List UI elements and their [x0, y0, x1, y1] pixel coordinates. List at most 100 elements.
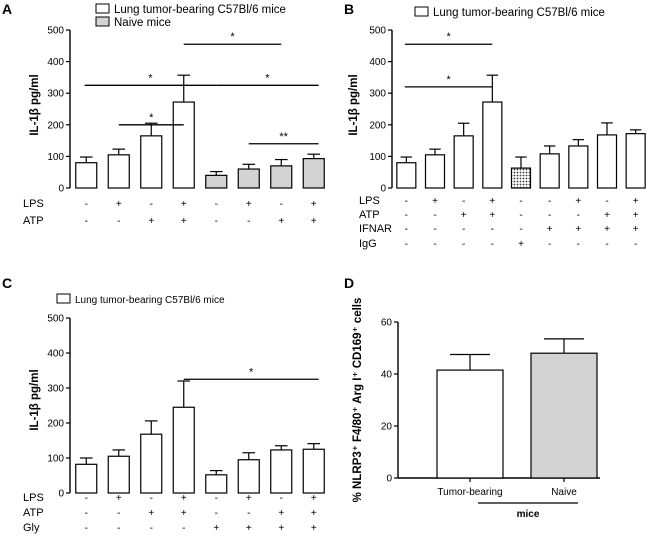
- panel-c-y-tick-label: 300: [47, 384, 64, 395]
- panel-b-row-label: LPS: [359, 195, 380, 207]
- panel-c-row-label: LPS: [23, 492, 44, 504]
- panel-a-condition-cell: -: [247, 216, 250, 227]
- panel-a-chart: A IL-1β pg/ml 0 100 200 300 400 500 Lung tumor…: [2, 1, 325, 227]
- panel-c-row-label: Gly: [23, 522, 40, 534]
- panel-c-condition-cell: +: [278, 523, 284, 534]
- panel-c-y-axis-label: IL-1β pg/ml: [29, 369, 41, 430]
- panel-c-condition-cell: -: [215, 493, 218, 504]
- panel-a-condition-cell: -: [280, 199, 283, 210]
- panel-a-y-tick-label: 200: [47, 120, 64, 131]
- panel-b-condition-cell: -: [433, 239, 436, 250]
- panel-d-y-tick-label: 0: [386, 474, 392, 485]
- panel-b-bar: [482, 101, 503, 189]
- panel-a-condition-cell: -: [85, 216, 88, 227]
- panel-d-y-tick-label: 40: [381, 370, 393, 381]
- panel-b-y-tick-label: 300: [369, 89, 386, 100]
- panel-c-bar: [75, 463, 98, 494]
- panel-b-label: B: [344, 1, 354, 17]
- panel-a-bar: [237, 168, 260, 189]
- panel-b-condition-cell: -: [577, 239, 580, 250]
- panel-b-significance-marker: *: [446, 74, 451, 86]
- panel-b-condition-cell: -: [605, 239, 608, 250]
- panel-a-condition-cell: -: [117, 216, 120, 227]
- panel-b-condition-cell: -: [491, 239, 494, 250]
- panel-d-label: D: [344, 275, 354, 291]
- panel-c-bar: [237, 459, 260, 494]
- panel-b-condition-cell: -: [462, 239, 465, 250]
- panel-a-significance-marker: **: [279, 131, 288, 143]
- panel-b-condition-cell: -: [405, 224, 408, 235]
- panel-b-condition-cell: +: [633, 210, 639, 221]
- panel-b-bar: [453, 135, 474, 189]
- panel-a-condition-cell: +: [246, 199, 252, 210]
- panel-b-bar: [510, 167, 532, 189]
- panel-b-significance-marker: *: [446, 31, 451, 43]
- panel-b-condition-cell: -: [577, 210, 580, 221]
- panel-c-condition-cell: -: [85, 508, 88, 519]
- panel-a-y-tick-label: 300: [47, 89, 64, 100]
- panel-d-bar: [436, 369, 504, 479]
- panel-c-bar: [205, 474, 228, 494]
- panel-b-condition-cell: +: [604, 210, 610, 221]
- panel-b-condition-cell: +: [575, 224, 581, 235]
- panel-c-condition-cell: +: [246, 523, 252, 534]
- panel-c-condition-cell: +: [213, 523, 219, 534]
- panel-a-row-label: LPS: [23, 198, 44, 210]
- panel-a-legend-swatch: [95, 16, 110, 27]
- panel-b-condition-cell: -: [634, 239, 637, 250]
- panel-c-y-tick-label: 500: [47, 314, 64, 325]
- panel-c-bar: [172, 406, 195, 494]
- panel-a-y-tick-label: 400: [47, 57, 64, 68]
- panel-d-x-tick-label: Naive: [551, 487, 577, 498]
- panel-b-y-tick-label: 100: [369, 152, 386, 163]
- panel-c-y-tick-label: 0: [58, 489, 64, 500]
- panel-b-condition-cell: -: [462, 196, 465, 207]
- panel-a-bar: [107, 154, 130, 189]
- panel-c-legend-label: Lung tumor-bearing C57Bl/6 mice: [75, 295, 225, 306]
- panel-a-condition-cell: +: [116, 199, 122, 210]
- panel-c-condition-cell: -: [215, 508, 218, 519]
- panel-a-condition-cell: +: [181, 199, 187, 210]
- panel-b-legend-label: Lung tumor-bearing C57Bl/6 mice: [433, 7, 605, 19]
- panel-b-legend-swatch: [414, 6, 429, 17]
- panel-a-y-tick-label: 500: [47, 26, 64, 37]
- panel-b-condition-cell: +: [489, 196, 495, 207]
- panel-c-y-tick-label: 400: [47, 349, 64, 360]
- panel-a-bar: [205, 174, 228, 189]
- panel-b-condition-cell: -: [433, 210, 436, 221]
- panel-a-bar: [140, 135, 163, 189]
- panel-c-condition-cell: +: [311, 508, 317, 519]
- panel-b-condition-cell: +: [518, 239, 524, 250]
- panel-b-condition-cell: +: [489, 210, 495, 221]
- panel-c-condition-cell: -: [247, 508, 250, 519]
- panel-b-row-label: IFNAR: [359, 223, 392, 235]
- panel-b-condition-cell: -: [548, 239, 551, 250]
- panel-c-condition-cell: +: [148, 508, 154, 519]
- panel-c-bar: [140, 433, 163, 494]
- panel-c-y-tick-label: 200: [47, 419, 64, 430]
- panel-b-condition-cell: -: [548, 196, 551, 207]
- panel-a-condition-cell: +: [148, 216, 154, 227]
- panel-b-y-axis-label: IL-1β pg/ml: [348, 74, 360, 135]
- panel-d-chart: D % NLRP3⁺ F4/80⁺ Arg I⁺ CD169⁺ cells 0 2…: [344, 275, 600, 520]
- panel-b-condition-cell: -: [405, 210, 408, 221]
- panel-a-bar: [302, 158, 325, 189]
- panel-a-condition-cell: -: [215, 199, 218, 210]
- panel-c-legend-swatch: [56, 293, 71, 304]
- panel-b-condition-cell: -: [548, 210, 551, 221]
- panel-b-condition-cell: +: [547, 224, 553, 235]
- panel-b-row-label: ATP: [359, 209, 380, 221]
- panel-b-condition-cell: -: [519, 224, 522, 235]
- panel-d-x-axis-label: mice: [517, 509, 540, 520]
- panel-c-condition-cell: +: [311, 493, 317, 504]
- panel-a-label: A: [2, 1, 12, 17]
- panel-a-significance-marker: *: [148, 72, 153, 84]
- panel-b-bar: [568, 145, 589, 189]
- panel-b-condition-cell: +: [604, 224, 610, 235]
- panel-b-chart: B IL-1β pg/ml 0 100 200 300 400 500 Lung tumor…: [344, 1, 646, 250]
- panel-a-y-tick-label: 0: [58, 184, 64, 195]
- panel-b-bar: [539, 153, 560, 189]
- panel-b-y-tick-label: 0: [380, 184, 386, 195]
- panel-d-x-tick-label: Tumor-bearing: [437, 487, 502, 498]
